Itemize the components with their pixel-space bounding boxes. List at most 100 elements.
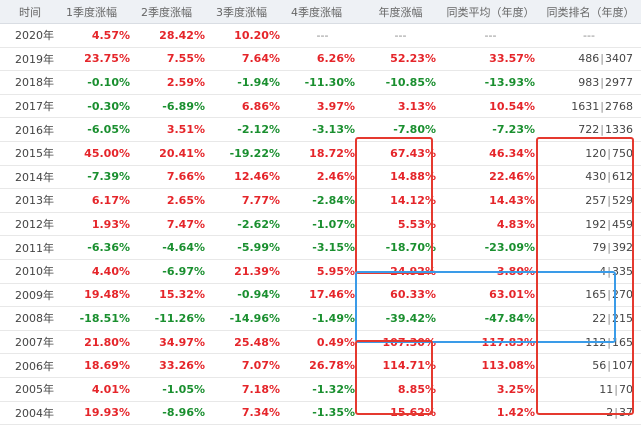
cell-annual: -39.42% <box>360 306 441 331</box>
rank-position: 1631 <box>571 99 600 113</box>
cell-q2: 15.32% <box>135 283 210 308</box>
cell-avg: -13.93% <box>441 70 540 95</box>
cell-q2: 7.66% <box>135 165 210 190</box>
cell-year: 2005年 <box>0 377 60 402</box>
rank-position: 257 <box>585 193 607 207</box>
cell-rank: 2|37 <box>540 401 641 425</box>
rank-total: 165 <box>612 335 633 349</box>
rank-total: 529 <box>612 193 633 207</box>
cell-q1: 19.93% <box>60 401 135 425</box>
cell-q3: -2.12% <box>210 117 285 142</box>
cell-avg: 113.08% <box>441 353 540 378</box>
cell-q3: -2.62% <box>210 212 285 237</box>
cell-annual: 5.53% <box>360 212 441 237</box>
cell-q3: -19.22% <box>210 141 285 166</box>
cell-q1: 18.69% <box>60 353 135 378</box>
cell-q3: 10.20% <box>210 23 285 48</box>
col-header-time: 时间 <box>0 0 60 24</box>
rank-separator: | <box>607 170 611 184</box>
cell-q1: -6.05% <box>60 117 135 142</box>
cell-q2: 3.51% <box>135 117 210 142</box>
rank-total: 1336 <box>605 123 633 137</box>
col-header-q1: 1季度涨幅 <box>60 0 135 24</box>
table-row: 2004年 19.93% -8.96% 7.34% -1.35% 15.62% 1.42% 2… <box>0 401 641 425</box>
rank-total: 3407 <box>605 52 633 66</box>
cell-year: 2020年 <box>0 23 60 48</box>
cell-annual: 3.13% <box>360 94 441 119</box>
cell-annual: 52.23% <box>360 47 441 72</box>
rank-position: 165 <box>585 288 607 302</box>
rank-separator: | <box>600 75 604 89</box>
cell-year: 2013年 <box>0 188 60 213</box>
cell-rank: 4|335 <box>540 259 641 284</box>
cell-year: 2017年 <box>0 94 60 119</box>
table-row: 2013年 6.17% 2.65% 7.77% -2.84% 14.12% 14.43% 25… <box>0 188 641 213</box>
table-row: 2006年 18.69% 33.26% 7.07% 26.78% 114.71% 113.0… <box>0 353 641 378</box>
cell-q3: 7.64% <box>210 47 285 72</box>
cell-annual: -10.85% <box>360 70 441 95</box>
rank-position: 56 <box>592 359 607 373</box>
cell-q3: -1.94% <box>210 70 285 95</box>
cell-q3: 6.86% <box>210 94 285 119</box>
cell-avg: 14.43% <box>441 188 540 213</box>
cell-rank: --- <box>540 23 641 48</box>
cell-year: 2011年 <box>0 235 60 260</box>
table-row: 2019年 23.75% 7.55% 7.64% 6.26% 52.23% 33.57% 48… <box>0 47 641 72</box>
cell-avg: --- <box>441 23 540 48</box>
cell-year: 2010年 <box>0 259 60 284</box>
cell-q4: 2.46% <box>285 165 360 190</box>
col-header-q3: 3季度涨幅 <box>210 0 285 24</box>
cell-q1: 4.01% <box>60 377 135 402</box>
col-header-peer-rank: 同类排名（年度） <box>540 0 641 24</box>
cell-year: 2006年 <box>0 353 60 378</box>
table-header-row: 时间 1季度涨幅 2季度涨幅 3季度涨幅 4季度涨幅 年度涨幅 同类平均（年度）… <box>0 0 641 24</box>
rank-position: 120 <box>585 146 607 160</box>
rank-separator: | <box>607 241 611 255</box>
cell-q2: -1.05% <box>135 377 210 402</box>
cell-q4: -1.49% <box>285 306 360 331</box>
rank-total: 270 <box>612 288 633 302</box>
rank-position: 2 <box>606 406 614 420</box>
col-header-q4: 4季度涨幅 <box>285 0 360 24</box>
cell-year: 2015年 <box>0 141 60 166</box>
table-row: 2012年 1.93% 7.47% -2.62% -1.07% 5.53% 4.83% 192… <box>0 212 641 237</box>
cell-q2: 7.47% <box>135 212 210 237</box>
rank-total: 37 <box>619 406 633 420</box>
cell-q4: -11.30% <box>285 70 360 95</box>
cell-rank: 983|2977 <box>540 70 641 95</box>
cell-avg: 3.80% <box>441 259 540 284</box>
rank-position: 722 <box>578 123 600 137</box>
cell-q4: -3.13% <box>285 117 360 142</box>
cell-q3: 7.07% <box>210 353 285 378</box>
rank-total: 459 <box>612 217 633 231</box>
cell-q2: 2.59% <box>135 70 210 95</box>
col-header-peer-average: 同类平均（年度） <box>441 0 540 24</box>
cell-year: 2012年 <box>0 212 60 237</box>
rank-position: 112 <box>585 335 607 349</box>
rank-position: 486 <box>578 52 600 66</box>
cell-avg: 22.46% <box>441 165 540 190</box>
cell-q1: 4.40% <box>60 259 135 284</box>
table-row: 2005年 4.01% -1.05% 7.18% -1.32% 8.85% 3.25% 11|… <box>0 377 641 402</box>
cell-q3: 12.46% <box>210 165 285 190</box>
rank-separator: | <box>600 123 604 137</box>
cell-q4: 17.46% <box>285 283 360 308</box>
table-row: 2011年 -6.36% -4.64% -5.99% -3.15% -18.70% -23.… <box>0 235 641 260</box>
cell-q2: 2.65% <box>135 188 210 213</box>
rank-separator: | <box>607 146 611 160</box>
table-row: 2014年 -7.39% 7.66% 12.46% 2.46% 14.88% 22.46% 4… <box>0 165 641 190</box>
cell-rank: 79|392 <box>540 235 641 260</box>
cell-q4: 6.26% <box>285 47 360 72</box>
cell-q1: -18.51% <box>60 306 135 331</box>
cell-q4: 18.72% <box>285 141 360 166</box>
rank-total: 2768 <box>605 99 633 113</box>
cell-q3: 21.39% <box>210 259 285 284</box>
cell-year: 2008年 <box>0 306 60 331</box>
cell-rank: 722|1336 <box>540 117 641 142</box>
rank-total: 2977 <box>605 75 633 89</box>
rank-total: 70 <box>619 382 633 396</box>
rank-separator: | <box>600 99 604 113</box>
cell-avg: -23.09% <box>441 235 540 260</box>
cell-rank: 112|165 <box>540 330 641 355</box>
cell-year: 2018年 <box>0 70 60 95</box>
